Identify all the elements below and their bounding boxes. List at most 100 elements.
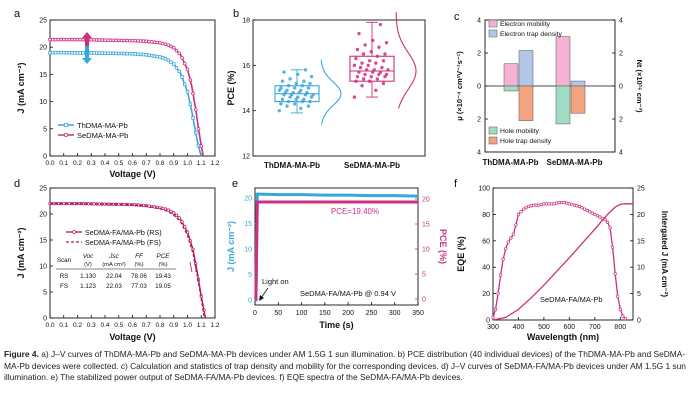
figure-canvas: a 0.0 0.1 0.2 0.3 0.4 0.5 0.6 0.7 0.8 0.9 1.0 1.1 1.2…: [14, 8, 669, 342]
panel-a-marker: [182, 61, 187, 66]
panel-f-eqe-marker: [493, 307, 498, 312]
panel-e-xtick-label: 50: [274, 310, 282, 317]
panel-a-marker: [161, 56, 165, 60]
panel-f-eqe-marker: [509, 236, 513, 240]
panel-f-eqe-marker: [552, 202, 556, 206]
panel-a-marker: [106, 51, 110, 55]
panel-b-point: [371, 38, 375, 43]
panel-f-eqe-marker: [524, 206, 528, 210]
panel-b-point: [311, 93, 315, 97]
panel-b-ylabel: PCE (%): [226, 70, 236, 105]
panel-c-bar: [503, 85, 519, 92]
panel-e-ytick-label-left: 15: [244, 221, 252, 228]
panel-c-bar: [518, 85, 534, 121]
panel-f-eqe-marker: [618, 307, 622, 312]
panel-b-frame: [252, 19, 426, 157]
panel-a-xtick-label: 0.9: [169, 160, 178, 167]
panel-f-ytick-label-right: 15: [637, 238, 645, 245]
panel-f-eqe-marker: [572, 203, 577, 207]
panel-d-table-cell: FS: [60, 283, 68, 290]
panel-a-marker: [155, 54, 159, 59]
panel-b-xtick-label: SeDMA-MA-Pb: [344, 161, 400, 170]
panel-b-point: [360, 84, 364, 88]
panel-d-xtick-label: 0.9: [169, 322, 178, 329]
panel-e-pce-trace: [254, 200, 418, 301]
panel-a-marker: [108, 51, 113, 55]
panel-c-bar: [555, 85, 571, 125]
panel-f-ytick-label-left: 40: [482, 265, 490, 272]
panel-f-xtick-label: 600: [564, 324, 576, 331]
panel-b-point: [296, 72, 300, 77]
panel-f-eqe-marker: [565, 201, 569, 205]
panel-d-ylabel: J (mA cm⁻²): [16, 228, 26, 279]
panel-e-xtick-label: 150: [319, 310, 331, 317]
panel-a-arrow-th: [85, 44, 89, 58]
caption-label: Figure 4.: [4, 349, 39, 359]
panel-d-xtick-label: 0.8: [155, 322, 164, 329]
panel-b-point: [354, 79, 358, 83]
panel-a-marker: [125, 51, 129, 56]
panel-f-eqe-marker: [511, 232, 516, 236]
panel-a-marker: [169, 44, 173, 49]
panel-f-eqe-marker: [588, 210, 592, 214]
panel-e-xtick-label: 300: [389, 310, 401, 317]
panel-f-eqe-marker: [501, 257, 505, 261]
panel-d-table-header: PCE: [157, 253, 171, 260]
panel-b-point: [279, 102, 283, 106]
panel-e-ylabel-left: J (mA cm⁻²): [226, 221, 236, 272]
panel-b-point: [300, 84, 305, 88]
panel-e-pce-label: PCE=19.40%: [331, 207, 379, 216]
panel-c-ytick-label-left: 2: [477, 51, 481, 58]
panel-d-xtick-label: 0.2: [73, 322, 82, 329]
panel-f-eqe-marker: [605, 220, 610, 224]
panel-d-table-cell: 77.03: [131, 283, 147, 290]
panel-e-ytick-label-right: 20: [422, 197, 430, 204]
panel-a-marker: [185, 67, 190, 72]
panel-d-frame: [49, 187, 216, 319]
panel-b-point: [277, 108, 282, 113]
panel-a-xtick-label: 0.6: [128, 160, 137, 167]
panel-c-bar: [518, 50, 534, 87]
figure-caption: Figure 4. a) J–V curves of ThDMA-MA-Pb a…: [4, 349, 696, 384]
panel-a-marker: [136, 52, 140, 56]
panel-a-arrow-th-head: [82, 58, 92, 64]
panel-d-legend-label: SeDMA-FA/MA-Pb (FS): [85, 238, 161, 247]
panel-a-marker: [144, 53, 148, 57]
panel-a-marker: [180, 75, 184, 79]
panel-d-ytick-label: 5: [43, 290, 47, 297]
panel-e-ytick-label-left: 5: [248, 272, 252, 279]
panel-d-table-header: Jsc: [108, 253, 119, 260]
panel-e-light-arrow: [260, 287, 269, 299]
panel-c-ytick-label-right: 2: [619, 51, 623, 58]
panel-a-marker: [180, 55, 184, 60]
panel-letter: a: [14, 8, 21, 20]
panel-c-ytick-label-left: 0: [477, 84, 481, 91]
panel-f-eqe-marker: [623, 317, 628, 321]
panel-d-ytick-label: 25: [39, 186, 47, 193]
panel-d-xtick-label: 0.3: [87, 322, 96, 329]
panel-d-xtick-label: 0.5: [114, 322, 123, 329]
panel-f-eqe-marker: [554, 201, 559, 205]
panel-d-table-unit: (%): [158, 262, 167, 268]
panel-b-point: [368, 59, 372, 63]
panel-c-ytick-label-left: 4: [477, 150, 481, 157]
panel-f-ylabel-right: Intergated J (mA cm⁻²): [660, 211, 669, 297]
panel-c-bar: [570, 85, 586, 114]
panel-e-xtick-label: 0: [253, 310, 257, 317]
panel-d-xtick-label: 1.2: [210, 322, 219, 329]
panel-a-ytick-label: 25: [39, 18, 47, 25]
panel-d-xtick-label: 0.4: [100, 322, 109, 329]
panel-d-table-unit: (mA cm²): [102, 262, 126, 268]
panel-letter: d: [14, 178, 20, 190]
panel-b-point: [369, 74, 373, 79]
panel-a-marker: [191, 116, 195, 120]
panel-a-marker: [95, 51, 99, 55]
panel-a-marker: [177, 69, 181, 74]
panel-b-point: [374, 88, 378, 92]
panel-b-distribution: [320, 59, 342, 125]
panel-b-point: [372, 68, 376, 72]
panel-d-xtick-label: 0.6: [128, 322, 137, 329]
panel-a-xtick-label: 0.3: [87, 160, 96, 167]
panel-f-ytick-label-left: 20: [482, 291, 490, 298]
panel-f-xtick-label: 400: [513, 324, 525, 331]
